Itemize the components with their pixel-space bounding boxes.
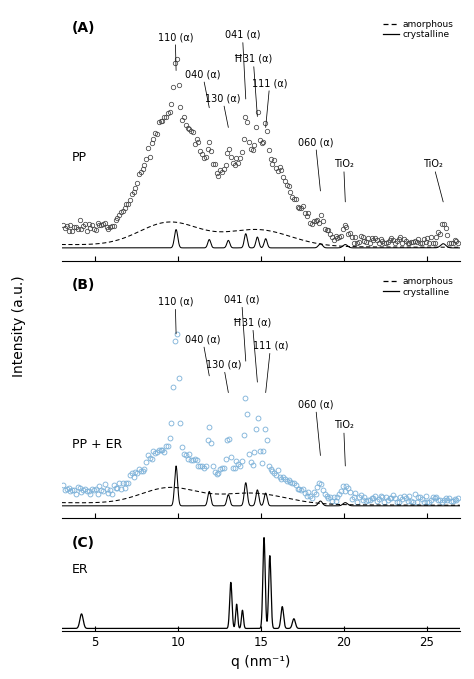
Text: ER: ER bbox=[72, 563, 88, 576]
Text: 130 (α): 130 (α) bbox=[206, 359, 241, 392]
Text: 130 (α): 130 (α) bbox=[205, 93, 240, 128]
Text: TiO₂: TiO₂ bbox=[423, 159, 443, 202]
Text: 060 (α): 060 (α) bbox=[298, 137, 333, 191]
Text: Ħ31 (α): Ħ31 (α) bbox=[233, 318, 272, 382]
Text: (A): (A) bbox=[72, 21, 95, 35]
Text: TiO₂: TiO₂ bbox=[334, 420, 354, 466]
Text: (B): (B) bbox=[72, 278, 95, 293]
X-axis label: q (nm⁻¹): q (nm⁻¹) bbox=[231, 655, 291, 669]
Text: Intensity (a.u.): Intensity (a.u.) bbox=[12, 275, 26, 377]
Text: 110 (α): 110 (α) bbox=[157, 297, 193, 334]
Text: 041 (α): 041 (α) bbox=[225, 30, 260, 99]
Text: Ħ31 (α): Ħ31 (α) bbox=[234, 54, 273, 117]
Text: PP: PP bbox=[72, 151, 87, 164]
Text: 110 (α): 110 (α) bbox=[157, 32, 193, 71]
Text: TiO₂: TiO₂ bbox=[334, 159, 354, 202]
Text: 060 (α): 060 (α) bbox=[298, 399, 333, 456]
Text: 040 (α): 040 (α) bbox=[185, 334, 220, 375]
Text: 040 (α): 040 (α) bbox=[185, 69, 220, 108]
Text: 111 (α): 111 (α) bbox=[253, 341, 288, 392]
Text: (C): (C) bbox=[72, 536, 95, 549]
Text: 041 (α): 041 (α) bbox=[224, 295, 259, 361]
Legend: amorphous, crystalline: amorphous, crystalline bbox=[381, 276, 455, 299]
Text: PP + ER: PP + ER bbox=[72, 438, 122, 451]
Text: 111 (α): 111 (α) bbox=[252, 78, 288, 128]
Legend: amorphous, crystalline: amorphous, crystalline bbox=[381, 18, 455, 41]
